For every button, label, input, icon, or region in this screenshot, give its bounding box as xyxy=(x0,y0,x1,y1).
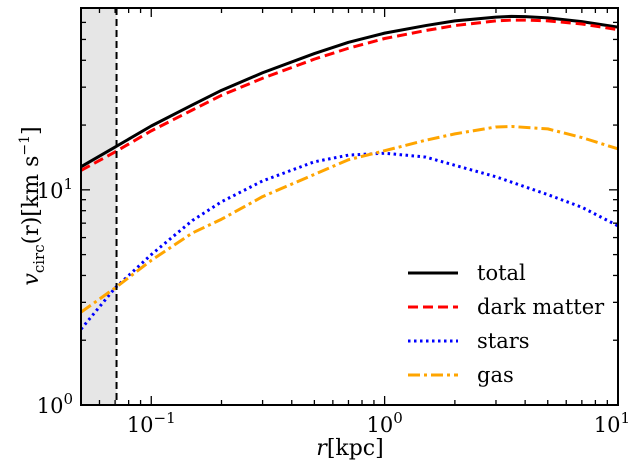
plot-frame xyxy=(80,7,619,406)
x-axis-label: r[kpc] xyxy=(316,436,383,461)
legend: total dark matter stars gas xyxy=(408,261,605,387)
series-line-dark-matter xyxy=(81,18,618,172)
legend-label: total xyxy=(477,261,526,285)
y-tick-label: 100 xyxy=(37,390,73,418)
shaded-region xyxy=(81,8,117,405)
x-tick-label: 100 xyxy=(366,409,402,437)
series-line-total xyxy=(81,14,618,169)
legend-label: dark matter xyxy=(477,295,605,319)
x-tick-label: 101 xyxy=(594,409,630,437)
x-tick-label: 10−1 xyxy=(127,409,176,437)
y-axis-label: vcirc(r)[km s−1] xyxy=(17,126,48,285)
y-tick-label: 101 xyxy=(37,175,73,203)
series-line-stars xyxy=(81,151,618,331)
legend-label: gas xyxy=(477,363,514,387)
series-line-gas xyxy=(81,124,618,314)
legend-label: stars xyxy=(477,329,530,353)
